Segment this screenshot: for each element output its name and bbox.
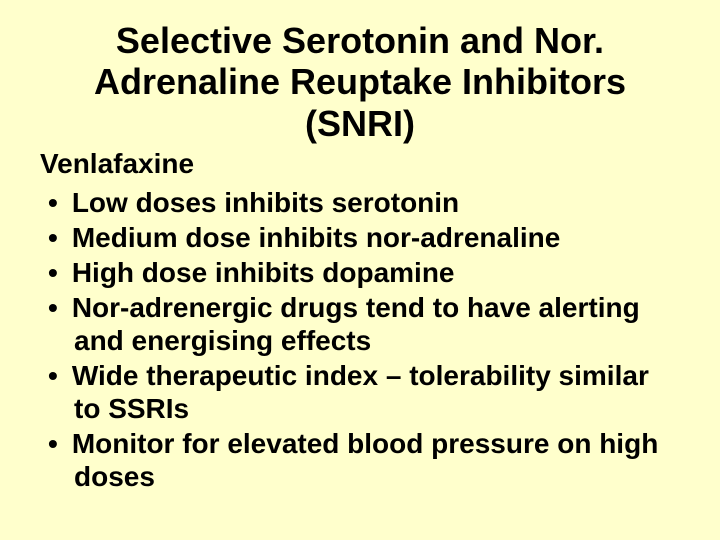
list-item: Low doses inhibits serotonin [40, 186, 680, 219]
list-item: Medium dose inhibits nor-adrenaline [40, 221, 680, 254]
list-item: Nor-adrenergic drugs tend to have alerti… [40, 291, 680, 357]
bullet-list: Low doses inhibits serotonin Medium dose… [40, 186, 680, 493]
slide-title: Selective Serotonin and Nor. Adrenaline … [40, 20, 680, 144]
list-item: Monitor for elevated blood pressure on h… [40, 427, 680, 493]
list-item: High dose inhibits dopamine [40, 256, 680, 289]
list-item: Wide therapeutic index – tolerability si… [40, 359, 680, 425]
slide: Selective Serotonin and Nor. Adrenaline … [0, 0, 720, 540]
slide-subtitle: Venlafaxine [40, 148, 680, 180]
